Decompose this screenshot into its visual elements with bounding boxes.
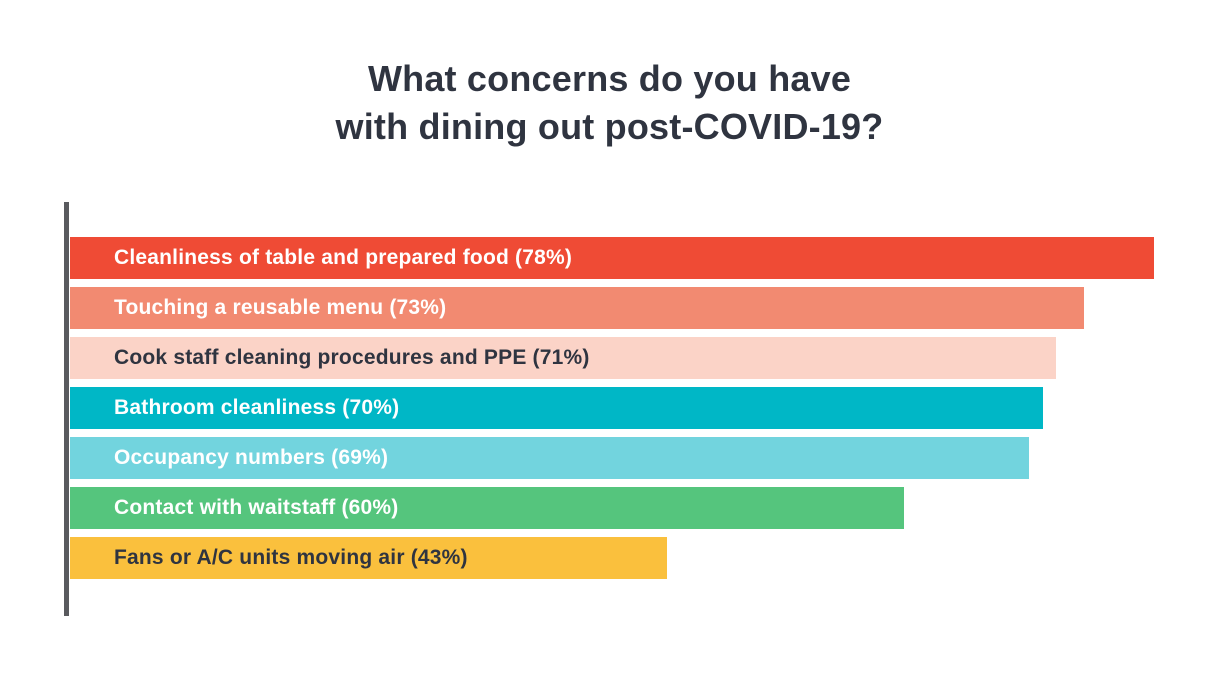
bar-touching-a-reusable-menu: Touching a reusable menu (73%) (70, 287, 1085, 329)
bar-label-occupancy-numbers: Occupancy numbers (69%) (114, 446, 389, 469)
bar-fans-or-ac-units-moving-air: Fans or A/C units moving air (43%) (70, 537, 668, 579)
bar-label-cleanliness-of-table-and-prepared-food: Cleanliness of table and prepared food (… (114, 246, 573, 269)
bar-label-contact-with-waitstaff: Contact with waitstaff (60%) (114, 496, 399, 519)
bar-label-touching-a-reusable-menu: Touching a reusable menu (73%) (114, 296, 447, 319)
y-axis-line (64, 202, 69, 616)
bar-bathroom-cleanliness: Bathroom cleanliness (70%) (70, 387, 1043, 429)
bar-label-fans-or-ac-units-moving-air: Fans or A/C units moving air (43%) (114, 546, 468, 569)
bars-container: Cleanliness of table and prepared food (… (70, 237, 1219, 587)
chart-title: What concerns do you have with dining ou… (0, 55, 1219, 151)
chart-title-line2: with dining out post-COVID-19? (335, 106, 884, 147)
bar-label-cook-staff-cleaning-procedures-and-ppe: Cook staff cleaning procedures and PPE (… (114, 346, 590, 369)
bar-occupancy-numbers: Occupancy numbers (69%) (70, 437, 1029, 479)
bar-chart: Cleanliness of table and prepared food (… (64, 202, 1219, 616)
chart-title-line1: What concerns do you have (367, 58, 852, 99)
bar-label-bathroom-cleanliness: Bathroom cleanliness (70%) (114, 396, 400, 419)
bar-cook-staff-cleaning-procedures-and-ppe: Cook staff cleaning procedures and PPE (… (70, 337, 1057, 379)
bar-contact-with-waitstaff: Contact with waitstaff (60%) (70, 487, 904, 529)
bar-cleanliness-of-table-and-prepared-food: Cleanliness of table and prepared food (… (70, 237, 1154, 279)
